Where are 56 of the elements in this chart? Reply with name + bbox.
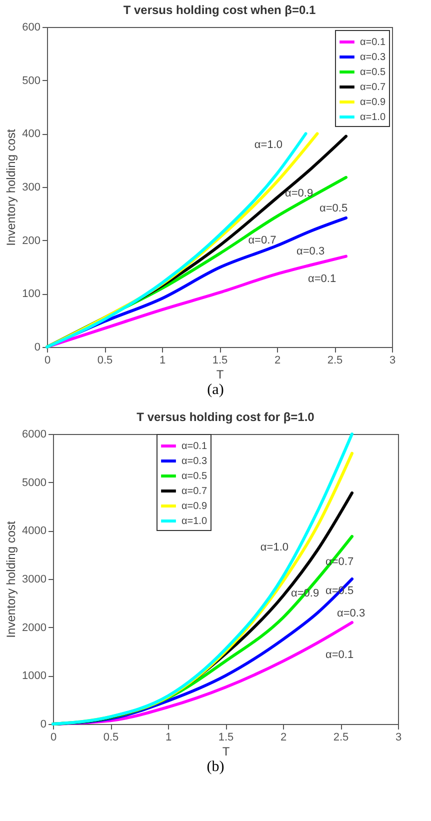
x-tick-label: 0 — [50, 732, 57, 744]
chart-title: T versus holding cost when β=0.1 — [123, 3, 316, 17]
legend-label: α=0.1 — [182, 441, 208, 452]
x-axis-title: T — [222, 744, 230, 758]
y-tick-label: 100 — [22, 288, 40, 300]
annotation: α=0.3 — [337, 608, 366, 620]
x-tick-label: 2 — [280, 732, 287, 744]
x-tick-label: 1 — [159, 354, 166, 366]
annotation: α=0.1 — [308, 273, 336, 285]
legend-label: α=0.7 — [360, 82, 386, 93]
y-tick-label: 200 — [22, 234, 40, 247]
legend-label: α=0.1 — [360, 37, 386, 48]
annotation: α=1.0 — [254, 139, 282, 151]
y-tick-label: 3000 — [22, 574, 46, 586]
x-tick-label: 0.5 — [103, 732, 119, 744]
annotation: α=0.7 — [248, 234, 276, 247]
x-tick-label: 0.5 — [97, 354, 113, 366]
y-tick-label: 0 — [34, 342, 40, 354]
legend-label: α=0.5 — [182, 471, 208, 482]
y-tick-label: 2000 — [22, 622, 46, 634]
x-tick-label: 3 — [389, 354, 396, 366]
y-tick-label: 4000 — [22, 525, 46, 538]
annotation: α=0.5 — [320, 202, 348, 215]
legend-label: α=0.3 — [360, 52, 386, 63]
legend-label: α=1.0 — [182, 516, 208, 527]
legend-label: α=0.5 — [360, 67, 386, 78]
text: (a) — [206, 382, 225, 399]
x-tick-label: 2.5 — [327, 354, 343, 366]
y-tick-label: 400 — [22, 128, 40, 140]
legend-label: α=0.9 — [182, 501, 208, 512]
legend-label: α=0.3 — [182, 456, 208, 467]
x-tick-label: 1.5 — [212, 354, 228, 366]
y-tick-label: 6000 — [22, 428, 46, 440]
annotation: α=1.0 — [260, 541, 288, 554]
y-axis-title: Inventory holding cost — [4, 520, 18, 638]
x-tick-label: 3 — [395, 732, 402, 744]
y-tick-label: 300 — [22, 182, 40, 194]
y-tick-label: 0 — [40, 718, 46, 730]
y-tick-label: 5000 — [22, 476, 46, 489]
x-tick-label: 2.5 — [333, 732, 349, 744]
y-tick-label: 600 — [22, 22, 40, 34]
y-axis-title: Inventory holding cost — [4, 128, 18, 246]
legend-label: α=1.0 — [360, 112, 386, 123]
legend-label: α=0.9 — [360, 97, 386, 108]
y-tick-label: 1000 — [22, 670, 46, 682]
y-tick-label: 500 — [22, 74, 40, 87]
x-tick-label: 2 — [274, 354, 281, 366]
text: (b) — [206, 759, 226, 776]
annotation: α=0.3 — [296, 245, 325, 258]
annotation: α=0.9 — [285, 188, 314, 200]
x-tick-label: 1.5 — [218, 732, 234, 744]
x-tick-label: 1 — [165, 732, 172, 744]
x-axis-title: T — [216, 368, 224, 382]
annotation: α=0.1 — [326, 648, 354, 661]
chart-title: T versus holding cost for β=1.0 — [136, 410, 315, 424]
legend-label: α=0.7 — [182, 486, 208, 497]
